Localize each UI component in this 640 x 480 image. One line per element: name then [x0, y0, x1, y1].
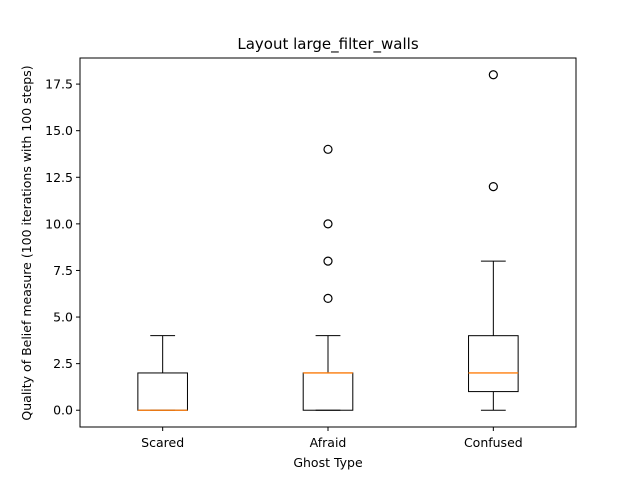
outlier-point [323, 219, 333, 229]
outlier-point [323, 293, 333, 304]
outlier-point [488, 181, 498, 192]
outlier-point [323, 144, 333, 154]
y-tick-label: 7.5 [53, 263, 73, 278]
y-tick-label: 10.0 [45, 216, 73, 231]
box-afraid [302, 144, 354, 411]
iqr-box [137, 372, 188, 411]
box-scared [137, 335, 188, 411]
y-tick-label: 12.5 [45, 170, 73, 185]
y-tick-label: 2.5 [53, 356, 73, 371]
y-tick-label: 0.0 [53, 403, 73, 418]
x-tick-label: Scared [141, 435, 184, 450]
x-tick-label: Afraid [310, 435, 347, 450]
x-tick-label: Confused [464, 435, 523, 450]
iqr-box [468, 335, 519, 393]
chart-title: Layout large_filter_walls [237, 35, 418, 54]
box-confused [468, 70, 519, 411]
iqr-box [302, 372, 354, 411]
y-axis: 0.0 2.5 5.0 7.5 10.0 12.5 15.0 17.5 [45, 77, 80, 418]
x-axis: Scared Afraid Confused [141, 427, 523, 450]
x-axis-label: Ghost Type [293, 455, 363, 470]
y-tick-label: 15.0 [45, 123, 73, 138]
y-axis-label: Quality of Belief measure (100 iteration… [19, 65, 34, 420]
y-tick-label: 5.0 [53, 310, 73, 325]
outlier-point [488, 70, 498, 80]
plot-marks [137, 70, 519, 411]
y-tick-label: 17.5 [45, 77, 73, 92]
outlier-point [323, 256, 333, 266]
